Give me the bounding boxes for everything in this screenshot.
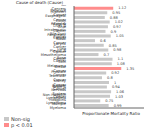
- svg-text:0.7: 0.7: [104, 53, 110, 57]
- svg-text:0.92: 0.92: [111, 71, 119, 75]
- svg-text:0.85: 0.85: [109, 44, 117, 48]
- svg-text:0.6: 0.6: [100, 39, 106, 43]
- svg-text:0.99: 0.99: [114, 104, 123, 108]
- svg-text:0.9: 0.9: [111, 30, 117, 34]
- svg-text:0.94: 0.94: [112, 85, 121, 89]
- svg-text:1.35: 1.35: [126, 67, 134, 71]
- svg-text:MultipleMyeloma: MultipleMyeloma: [50, 102, 67, 110]
- svg-text:1.03: 1.03: [115, 95, 123, 99]
- svg-text:0.88: 0.88: [110, 16, 119, 20]
- svg-text:0.98: 0.98: [113, 48, 122, 52]
- svg-text:1.12: 1.12: [118, 6, 126, 10]
- svg-text:1.02: 1.02: [115, 20, 123, 24]
- svg-text:0.95: 0.95: [112, 11, 120, 15]
- svg-text:1.08: 1.08: [117, 62, 126, 66]
- svg-text:0.8: 0.8: [107, 76, 113, 80]
- svg-text:0.75: 0.75: [105, 99, 113, 103]
- svg-text:1.05: 1.05: [116, 34, 124, 38]
- svg-text:0.97: 0.97: [113, 25, 121, 29]
- svg-text:1: 1: [114, 81, 116, 85]
- svg-text:1.06: 1.06: [116, 90, 125, 94]
- svg-text:1.1: 1.1: [118, 57, 124, 61]
